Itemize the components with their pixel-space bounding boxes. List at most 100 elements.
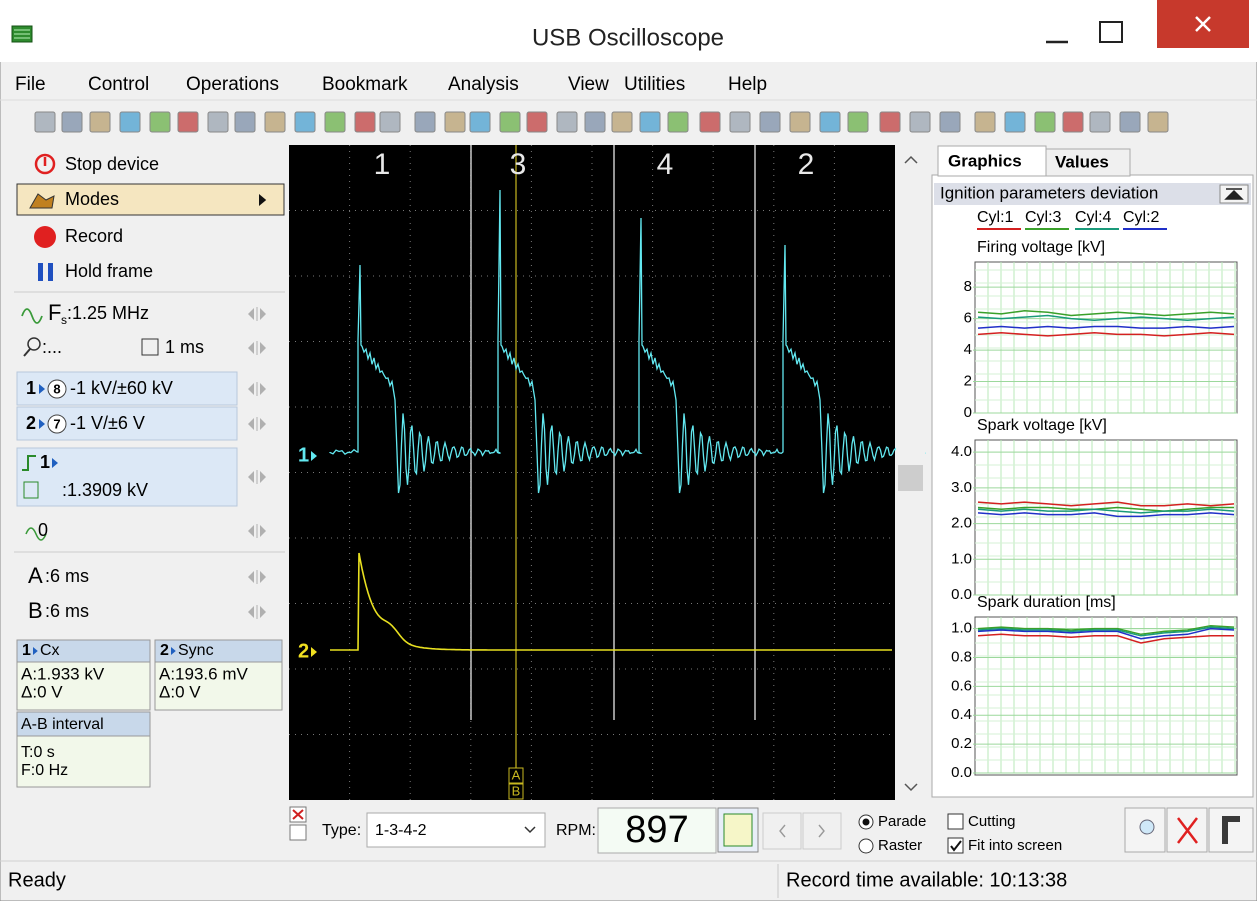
toolbar-button[interactable] [584,111,606,133]
cursor-tag [508,767,524,784]
toolbar-button[interactable] [444,111,466,133]
toolbar-button[interactable] [699,111,721,133]
sine-icon [21,308,43,324]
toolbar-button[interactable] [974,111,996,133]
toolbar-button[interactable] [847,111,869,133]
cursor-tag-label: A [512,767,521,782]
modes-button[interactable] [16,183,285,216]
toolbar-button[interactable] [879,111,901,133]
menu-item[interactable]: Help [728,74,767,95]
toolbar-button[interactable] [556,111,578,133]
prev-button[interactable] [762,812,802,850]
hold-frame-button[interactable]: Hold frame [65,261,153,281]
toolbar-button[interactable] [1147,111,1169,133]
series-line [977,501,1235,507]
left-arrow [248,342,254,354]
toolbar-button[interactable] [611,111,633,133]
checkbox[interactable] [947,813,964,830]
toolbar-button[interactable] [61,111,83,133]
toolbar-button[interactable] [639,111,661,133]
probe-factor: 7 [53,416,60,431]
tab-values[interactable]: Values [1055,152,1109,171]
toolbar-button[interactable] [1004,111,1026,133]
toolbar-button[interactable] [234,111,256,133]
next-button[interactable] [802,812,842,850]
menu-item[interactable]: Analysis [448,74,519,95]
toolbar-button[interactable] [379,111,401,133]
toolbar-button[interactable] [294,111,316,133]
toolbar-button[interactable] [526,111,548,133]
interval-time: T:0 s [21,744,55,761]
measurement-delta: Δ:0 V [159,682,201,701]
radio-button[interactable] [858,838,874,854]
toolbar-button[interactable] [499,111,521,133]
checkbox-label[interactable]: Cutting [968,813,1016,830]
clear-icon [1177,817,1198,844]
measurement-name: Sync [178,642,214,659]
toolbar-button[interactable] [354,111,376,133]
tab[interactable] [1045,148,1131,177]
maximize-button[interactable] [1099,21,1123,43]
checkbox[interactable] [947,837,964,854]
y-tick-label: 0.8 [951,648,972,665]
toolbar-button[interactable] [177,111,199,133]
menu-item[interactable]: Control [88,74,149,95]
cursor-tag [508,783,524,800]
toolbar-button[interactable] [469,111,491,133]
hold-icon [38,263,43,281]
toolbar-button[interactable] [909,111,931,133]
type-select[interactable] [366,812,546,848]
y-tick-label: 2 [964,373,972,390]
radio-label[interactable]: Parade [878,813,926,830]
toolbar-button[interactable] [324,111,346,133]
legend-entry: Cyl:2 [1123,209,1160,226]
toolbar-button[interactable] [729,111,751,133]
toolbar-button[interactable] [1089,111,1111,133]
toolbar-button[interactable] [667,111,689,133]
panel-close-x [292,809,304,820]
measurement-value: A:193.6 mV [159,664,248,683]
toolbar-button[interactable] [34,111,56,133]
arrow-glyph [311,451,317,461]
menu-item[interactable]: File [15,74,46,95]
probe-factor: 8 [53,381,60,396]
toolbar-button[interactable] [1119,111,1141,133]
menu-item[interactable]: Operations [186,74,279,95]
toolbar-button[interactable] [819,111,841,133]
menu-item[interactable]: Utilities [624,74,685,95]
rpm-label: RPM: [556,822,596,839]
menu-item[interactable]: View [568,74,609,95]
toolbar-button[interactable] [119,111,141,133]
toolbar-button[interactable] [1062,111,1084,133]
toolbar-button[interactable] [1034,111,1056,133]
toolbar-button[interactable] [414,111,436,133]
sample-rate-value: :1.25 MHz [67,303,149,323]
panel-help[interactable] [289,824,307,841]
close-x [1195,16,1211,32]
toolbar-button[interactable] [207,111,229,133]
toolbar-button[interactable] [149,111,171,133]
prev-icon [779,824,786,838]
arrow-glyph [311,647,317,657]
menu-item[interactable]: Bookmark [322,74,408,95]
record-button[interactable]: Record [65,226,123,246]
toolbar-button[interactable] [789,111,811,133]
radio-dot [862,818,870,826]
filter-button[interactable] [1208,807,1254,853]
radio-label[interactable]: Raster [878,837,922,854]
toolbar-button[interactable] [759,111,781,133]
checkbox-label[interactable]: Fit into screen [968,837,1062,854]
toolbar-button[interactable] [939,111,961,133]
toolbar-button[interactable] [264,111,286,133]
tab-graphics[interactable]: Graphics [948,151,1022,170]
right-arrow [260,525,266,537]
toolbar-button[interactable] [89,111,111,133]
cylinder-number: 2 [798,148,815,181]
scroll-thumb[interactable] [898,465,923,491]
stop-device-button[interactable]: Stop device [65,154,159,174]
zoom-icon-handle [23,348,31,357]
interval-header [16,711,151,737]
chart-title: Spark duration [ms] [977,594,1116,611]
y-tick-label: 4.0 [951,443,972,460]
